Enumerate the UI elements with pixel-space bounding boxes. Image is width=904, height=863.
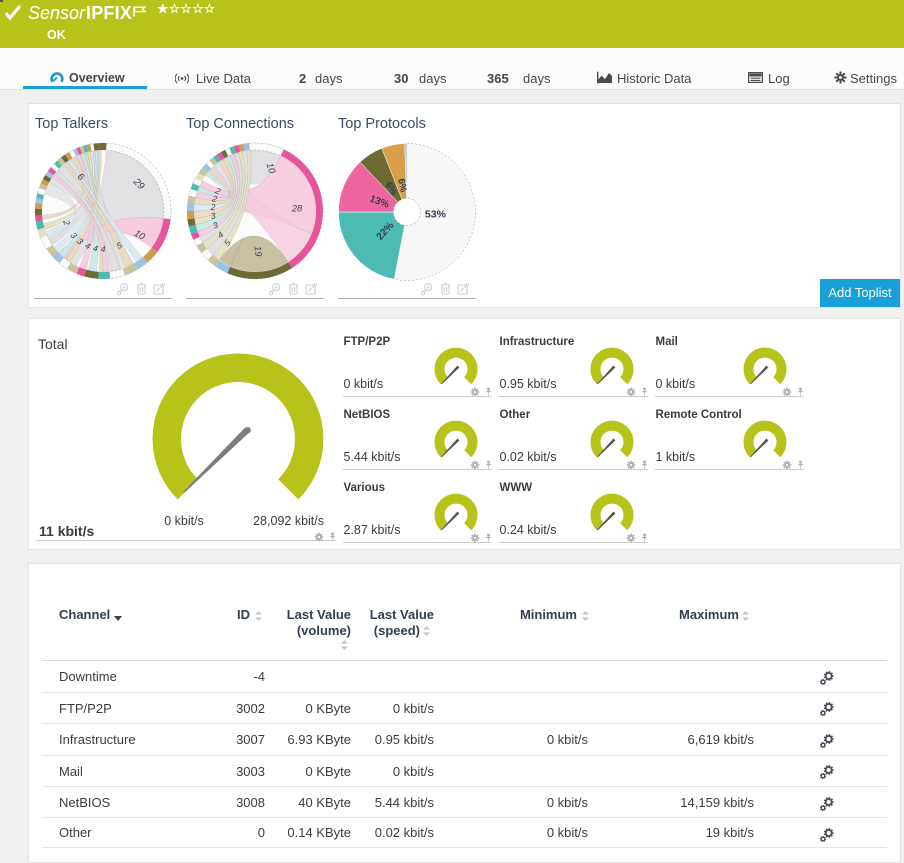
svg-text:4: 4 [83, 240, 92, 251]
svg-text:10: 10 [263, 161, 277, 175]
svg-text:2: 2 [209, 202, 215, 212]
svg-text:2: 2 [60, 218, 71, 227]
svg-text:6%: 6% [395, 178, 409, 194]
svg-text:28: 28 [290, 204, 302, 215]
svg-text:3: 3 [211, 220, 220, 231]
svg-text:53%: 53% [425, 209, 447, 221]
svg-text:3: 3 [75, 236, 85, 247]
svg-text:6: 6 [74, 171, 86, 183]
svg-text:3: 3 [68, 230, 79, 240]
svg-text:5: 5 [114, 240, 123, 251]
svg-text:4: 4 [100, 244, 105, 254]
svg-text:3: 3 [209, 210, 216, 221]
svg-text:4: 4 [215, 229, 225, 240]
svg-text:2: 2 [212, 185, 222, 197]
svg-text:5: 5 [221, 238, 232, 248]
svg-text:19: 19 [251, 246, 263, 258]
svg-text:4: 4 [92, 243, 99, 254]
svg-text:2: 2 [210, 193, 218, 204]
